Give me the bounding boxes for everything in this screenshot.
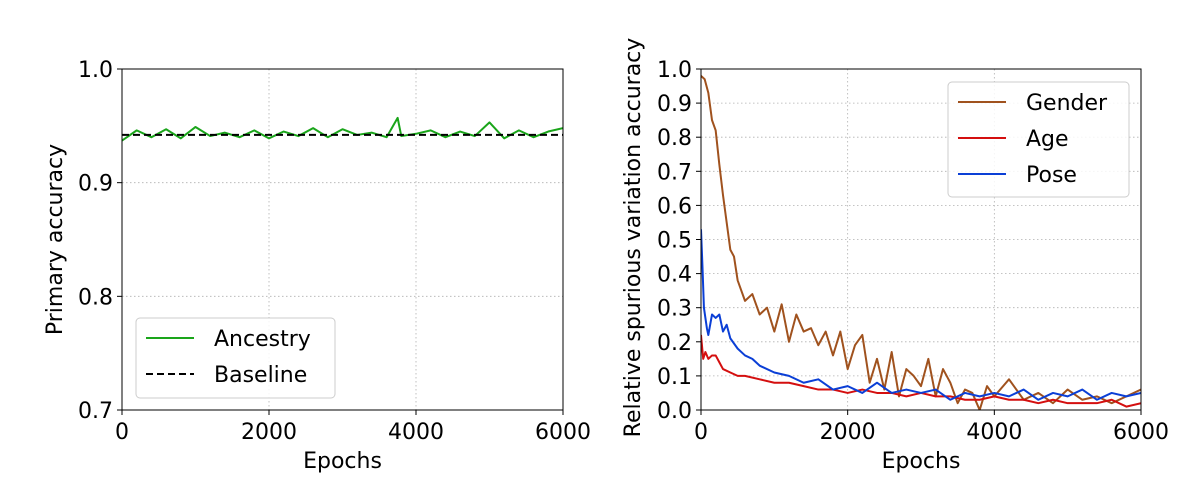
y-tick-label: 0.3 <box>657 297 692 322</box>
x-tick-label: 2000 <box>820 420 876 445</box>
y-tick-label: 0.7 <box>78 399 113 424</box>
legend-label-age: Age <box>1026 127 1069 152</box>
series-line-ancestry <box>122 116 563 142</box>
legend-box <box>947 81 1130 198</box>
series-group <box>701 75 1141 410</box>
y-tick-label: 0.6 <box>657 194 692 219</box>
y-tick-label: 0.1 <box>657 365 692 390</box>
y-axis-label: Primary accuracy <box>43 144 68 335</box>
legend-label-pose: Pose <box>1026 163 1077 188</box>
x-tick-label: 6000 <box>535 420 591 445</box>
plot-frame <box>121 68 564 411</box>
x-axis-label: Epochs <box>303 449 382 474</box>
legend-label-baseline: Baseline <box>214 363 307 388</box>
y-tick-label: 1.0 <box>78 58 113 83</box>
x-tick-label: 0 <box>694 420 708 445</box>
series-line-age <box>701 334 1141 408</box>
x-tick-label: 0 <box>115 420 129 445</box>
y-tick-label: 0.9 <box>78 172 113 197</box>
y-tick-label: 0.8 <box>657 126 692 151</box>
x-tick-label: 2000 <box>241 420 297 445</box>
y-tick-label: 0.5 <box>657 229 692 254</box>
y-tick-label: 0.4 <box>657 263 692 288</box>
series-line-pose <box>701 229 1141 401</box>
chart-panel-1: 0 2000 4000 6000 0.7 0.8 0.9 1.0 Epochs Primary a… <box>43 58 591 474</box>
y-tick-label: 0.8 <box>78 285 113 310</box>
y-tick-label: 0.9 <box>657 92 692 117</box>
y-tick-label: 0.0 <box>657 399 692 424</box>
y-tick-label: 1.0 <box>657 58 692 83</box>
legend: Ancestry Baseline <box>135 317 336 399</box>
x-tick-label: 4000 <box>966 420 1022 445</box>
x-tick-label: 6000 <box>1113 420 1169 445</box>
legend: Gender Age Pose <box>947 81 1130 198</box>
x-axis-label: Epochs <box>882 449 961 474</box>
y-tick-label: 0.2 <box>657 331 692 356</box>
series-line-gender <box>701 75 1141 410</box>
legend-label-gender: Gender <box>1026 91 1108 116</box>
y-tick-label: 0.7 <box>657 160 692 185</box>
x-tick-label: 4000 <box>388 420 444 445</box>
legend-label-ancestry: Ancestry <box>214 327 311 352</box>
y-axis-label: Relative spurious variation accuracy <box>621 38 646 438</box>
chart-panel-2: 0 2000 4000 6000 0.0 0.1 0.2 0.3 0.4 0.5 0.6 0.7 0.8… <box>621 38 1169 474</box>
series-group <box>122 116 563 142</box>
